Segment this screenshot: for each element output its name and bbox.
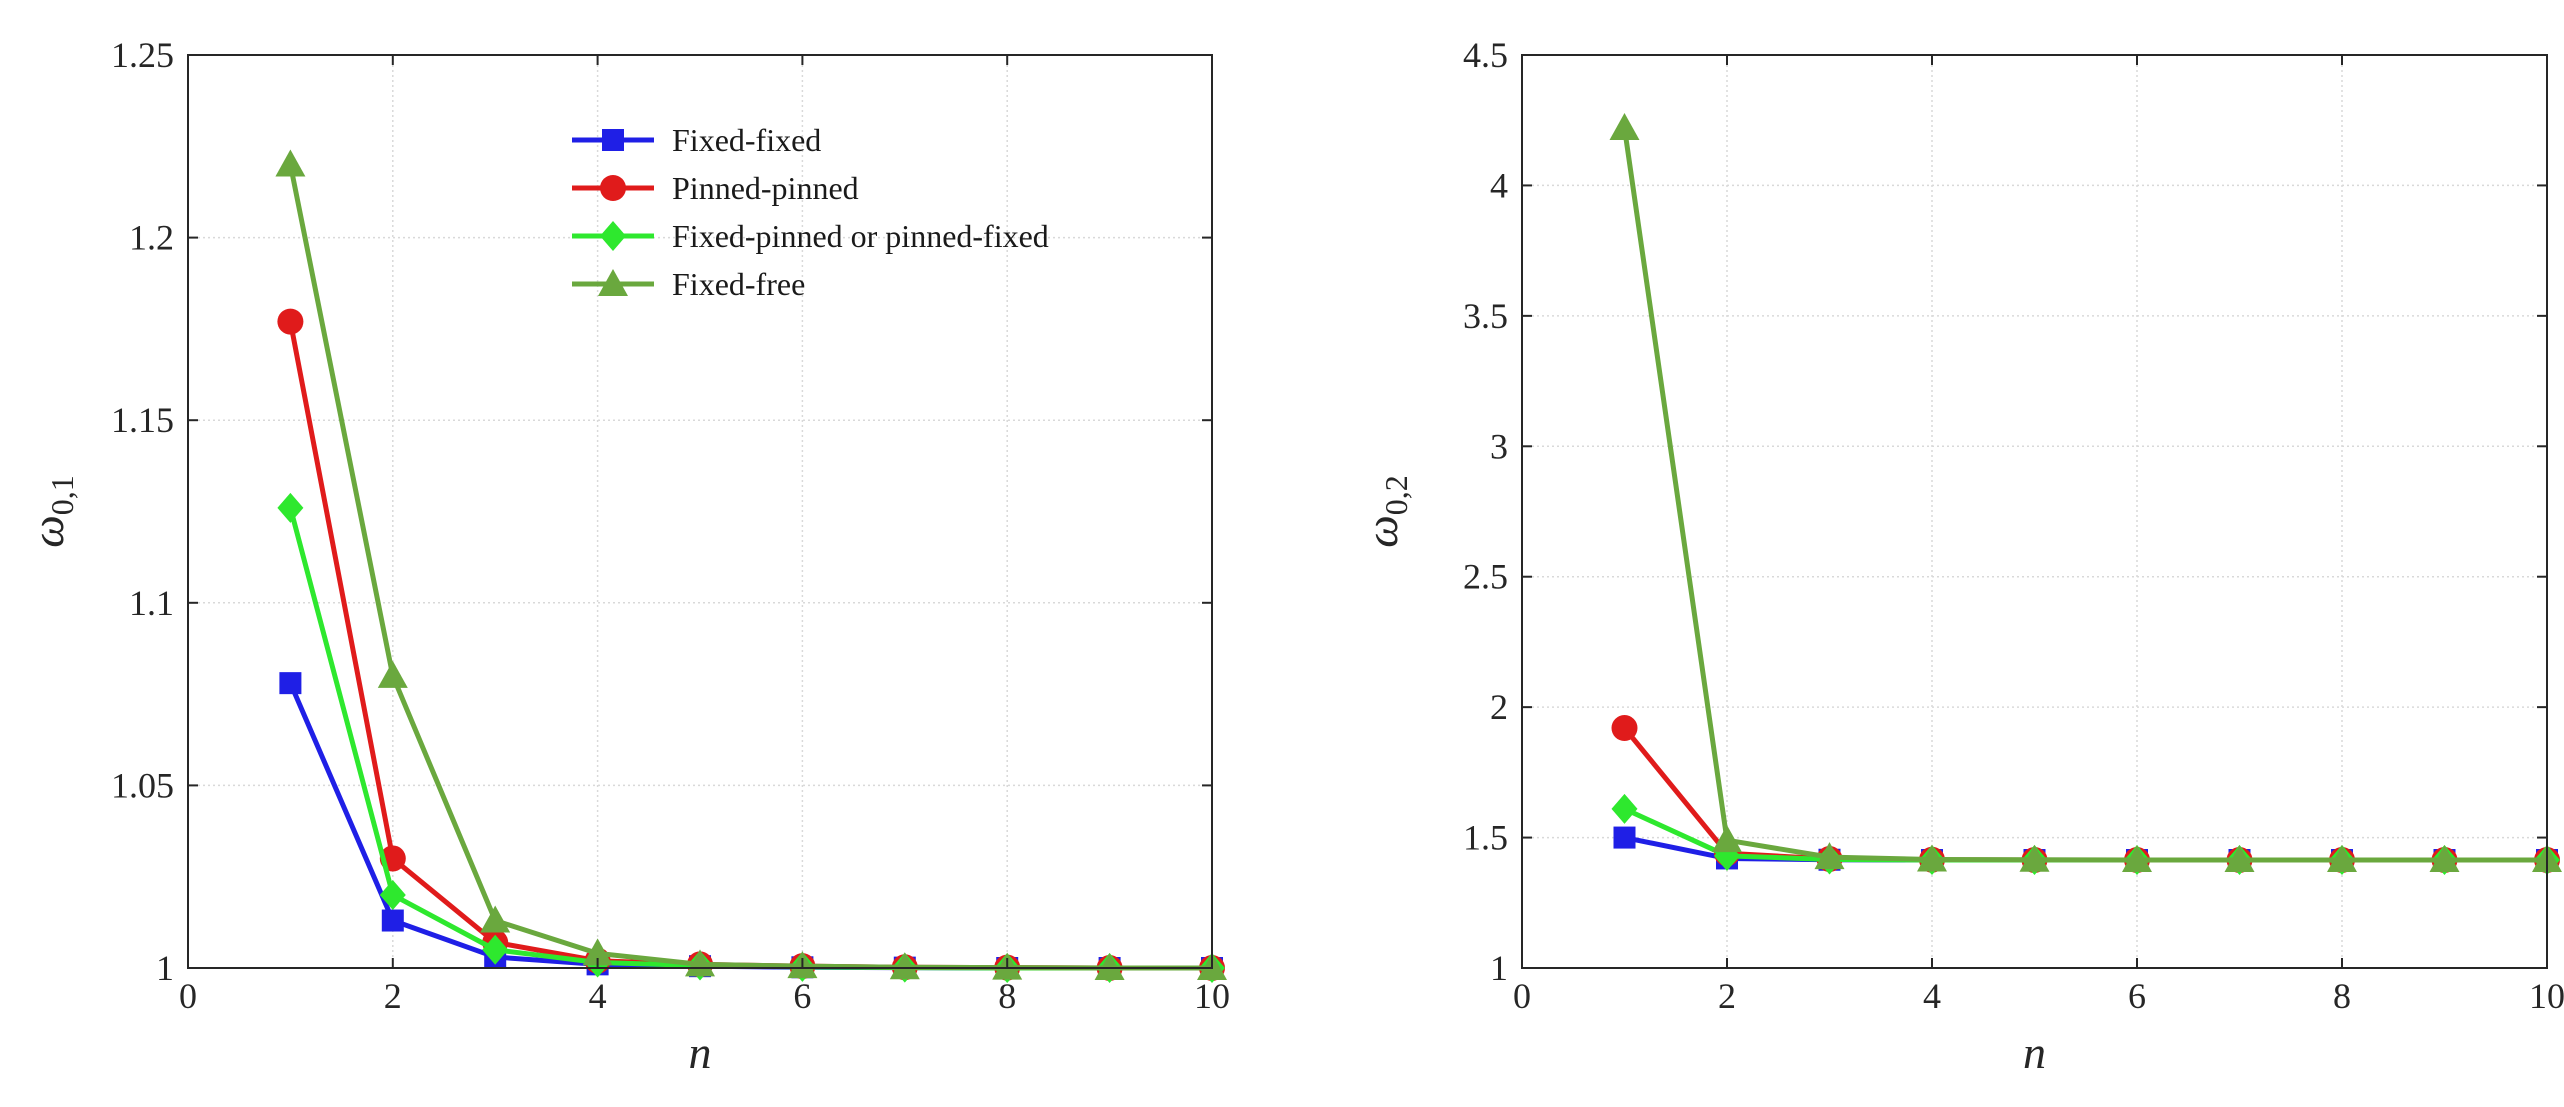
x-tick-label: 10 (1194, 976, 1230, 1016)
data-point (1094, 953, 1125, 980)
y-tick-label: 1.2 (129, 218, 174, 258)
legend-label: Fixed-pinned or pinned-fixed (672, 218, 1049, 254)
y-tick-label: 3.5 (1463, 296, 1508, 336)
legend-marker (598, 269, 628, 296)
x-tick-label: 4 (589, 976, 607, 1016)
data-point (277, 308, 304, 335)
x-tick-label: 6 (2128, 976, 2146, 1016)
y-axis-label: ω0,2 (1356, 475, 1414, 547)
x-axis-label: n (2023, 1027, 2046, 1078)
data-point (2122, 845, 2152, 873)
plot-area (1522, 55, 2547, 968)
data-point (381, 909, 404, 932)
legend: Fixed-fixed Pinned-pinned Fixed-pinned or … (572, 122, 1049, 302)
data-point (685, 949, 715, 977)
data-point (379, 879, 406, 910)
data-point (1712, 825, 1742, 853)
axes-frame (1521, 54, 2548, 969)
x-tick-label: 6 (793, 976, 811, 1016)
data-point (2429, 845, 2460, 873)
data-point (1917, 844, 1947, 872)
data-point (1613, 826, 1636, 849)
y-tick-label: 1 (156, 948, 174, 988)
x-tick-label: 8 (998, 976, 1016, 1016)
data-point (480, 905, 511, 933)
data-point (1611, 715, 1638, 742)
legend-marker (600, 221, 626, 251)
legend-label: Fixed-free (672, 266, 805, 302)
y-axis-label: ω0,1 (22, 475, 80, 547)
chart-omega-0-1: 0 2 4 6 8 10 1 1.05 1.1 1.15 1.2 1.25 n ω0,1 Fixed-fix… (22, 35, 1230, 1078)
axes-frame (187, 54, 1213, 969)
y-tick-label: 4 (1490, 165, 1508, 205)
data-point (1609, 113, 1640, 141)
y-tick-label: 2 (1490, 687, 1508, 727)
data-point (279, 672, 302, 695)
data-point (2327, 845, 2357, 873)
y-tick-label: 1.15 (111, 400, 174, 440)
chart-omega-0-2: 0 2 4 6 8 10 1 1.5 2 2.5 3 3.5 4 4.5 n ω0,2 (1356, 35, 2564, 1078)
legend-marker (602, 129, 624, 151)
data-point (482, 934, 509, 965)
data-point (1611, 793, 1638, 824)
x-tick-label: 2 (384, 976, 402, 1016)
data-point (377, 660, 408, 688)
y-tick-label: 1 (1490, 948, 1508, 988)
legend-label: Fixed-fixed (672, 122, 821, 158)
x-tick-label: 8 (2333, 976, 2351, 1016)
y-tick-label: 2.5 (1463, 557, 1508, 597)
x-tick-label: 0 (1513, 976, 1531, 1016)
y-tick-label: 1.25 (111, 35, 174, 75)
legend-marker (600, 175, 626, 201)
y-tick-label: 4.5 (1463, 35, 1508, 75)
y-tick-label: 1.5 (1463, 818, 1508, 858)
data-point (1814, 842, 1845, 870)
y-tick-label: 3 (1490, 426, 1508, 466)
y-tick-label: 1.1 (129, 583, 174, 623)
data-point (889, 952, 920, 980)
data-point (275, 149, 306, 177)
data-point (2224, 845, 2255, 873)
x-tick-label: 10 (2529, 976, 2564, 1016)
data-point (277, 492, 304, 523)
data-point (582, 938, 613, 966)
x-tick-label: 0 (179, 976, 197, 1016)
y-tick-label: 1.05 (111, 765, 174, 805)
data-point (2019, 844, 2050, 872)
x-axis-label: n (689, 1027, 712, 1078)
x-tick-label: 2 (1718, 976, 1736, 1016)
x-tick-label: 4 (1923, 976, 1941, 1016)
series-line-fixed-free (1622, 127, 2547, 863)
legend-label: Pinned-pinned (672, 170, 859, 206)
